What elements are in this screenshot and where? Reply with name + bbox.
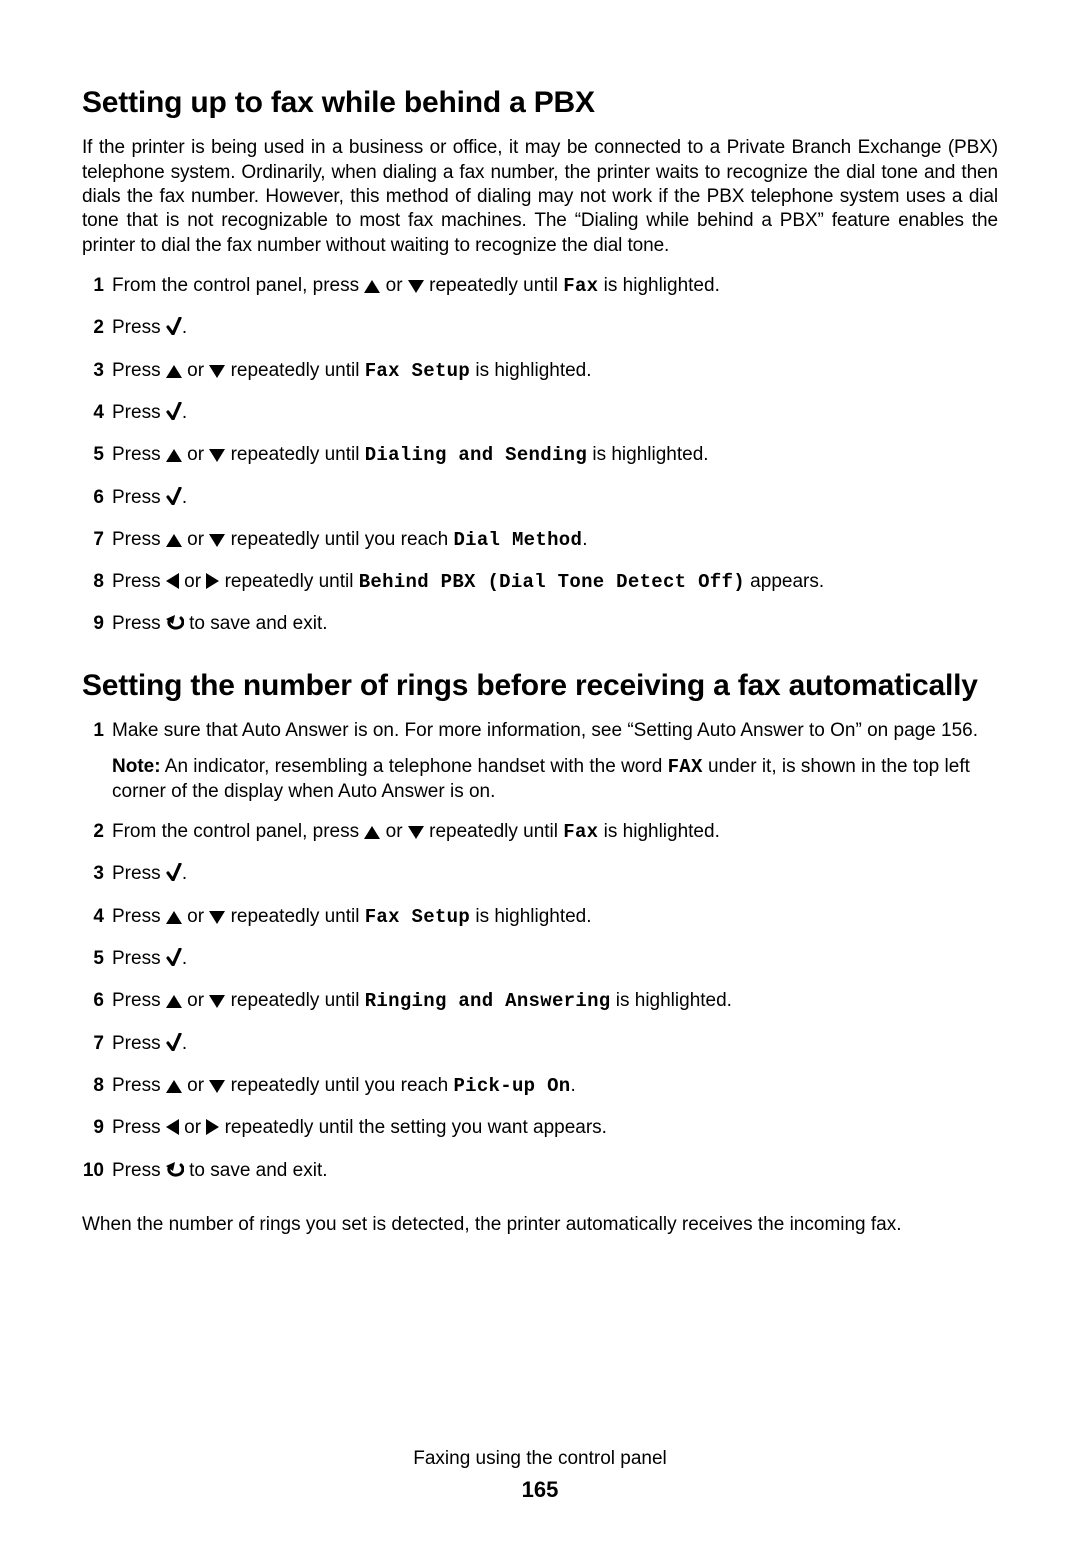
- down-triangle-icon: [209, 991, 225, 1015]
- step: From the control panel, press or repeate…: [82, 820, 998, 846]
- heading-rings: Setting the number of rings before recei…: [82, 667, 998, 705]
- step: Press or repeatedly until Behind PBX (Di…: [82, 570, 998, 596]
- left-triangle-icon: [166, 1118, 179, 1142]
- intro-pbx: If the printer is being used in a busine…: [82, 136, 998, 258]
- step: Press to save and exit.: [82, 1159, 998, 1185]
- down-triangle-icon: [408, 276, 424, 300]
- up-triangle-icon: [364, 276, 380, 300]
- step: Press .: [82, 947, 998, 973]
- note: Note: An indicator, resembling a telepho…: [112, 755, 998, 804]
- right-triangle-icon: [206, 572, 219, 596]
- step: Press or repeatedly until the setting yo…: [82, 1116, 998, 1142]
- down-triangle-icon: [209, 445, 225, 469]
- down-triangle-icon: [209, 361, 225, 385]
- step: Press .: [82, 486, 998, 512]
- step: Press or repeatedly until you reach Dial…: [82, 528, 998, 554]
- step: Press .: [82, 316, 998, 342]
- steps-rings: Make sure that Auto Answer is on. For mo…: [82, 719, 998, 1185]
- heading-pbx: Setting up to fax while behind a PBX: [82, 84, 998, 122]
- step: Press .: [82, 862, 998, 888]
- checkmark-icon: [166, 402, 182, 427]
- step: Press or repeatedly until Dialing and Se…: [82, 443, 998, 469]
- checkmark-icon: [166, 863, 182, 888]
- steps-pbx: From the control panel, press or repeate…: [82, 274, 998, 639]
- up-triangle-icon: [364, 822, 380, 846]
- step: Press to save and exit.: [82, 612, 998, 638]
- step: Press or repeatedly until you reach Pick…: [82, 1074, 998, 1100]
- step: Press .: [82, 401, 998, 427]
- up-triangle-icon: [166, 361, 182, 385]
- step: Press or repeatedly until Fax Setup is h…: [82, 359, 998, 385]
- step: Press .: [82, 1032, 998, 1058]
- down-triangle-icon: [209, 1076, 225, 1100]
- checkmark-icon: [166, 948, 182, 973]
- back-arrow-icon: [166, 1161, 184, 1185]
- back-arrow-icon: [166, 614, 184, 638]
- step: From the control panel, press or repeate…: [82, 274, 998, 300]
- up-triangle-icon: [166, 445, 182, 469]
- up-triangle-icon: [166, 907, 182, 931]
- up-triangle-icon: [166, 1076, 182, 1100]
- up-triangle-icon: [166, 530, 182, 554]
- page-footer: Faxing using the control panel 165: [82, 1447, 998, 1503]
- checkmark-icon: [166, 317, 182, 342]
- step: Press or repeatedly until Ringing and An…: [82, 989, 998, 1015]
- up-triangle-icon: [166, 991, 182, 1015]
- down-triangle-icon: [209, 907, 225, 931]
- checkmark-icon: [166, 487, 182, 512]
- down-triangle-icon: [209, 530, 225, 554]
- right-triangle-icon: [206, 1118, 219, 1142]
- footer-page-number: 165: [82, 1476, 998, 1504]
- step: Make sure that Auto Answer is on. For mo…: [82, 719, 998, 804]
- left-triangle-icon: [166, 572, 179, 596]
- closing-text: When the number of rings you set is dete…: [82, 1213, 998, 1237]
- checkmark-icon: [166, 1033, 182, 1058]
- footer-section-title: Faxing using the control panel: [82, 1447, 998, 1471]
- down-triangle-icon: [408, 822, 424, 846]
- step: Press or repeatedly until Fax Setup is h…: [82, 905, 998, 931]
